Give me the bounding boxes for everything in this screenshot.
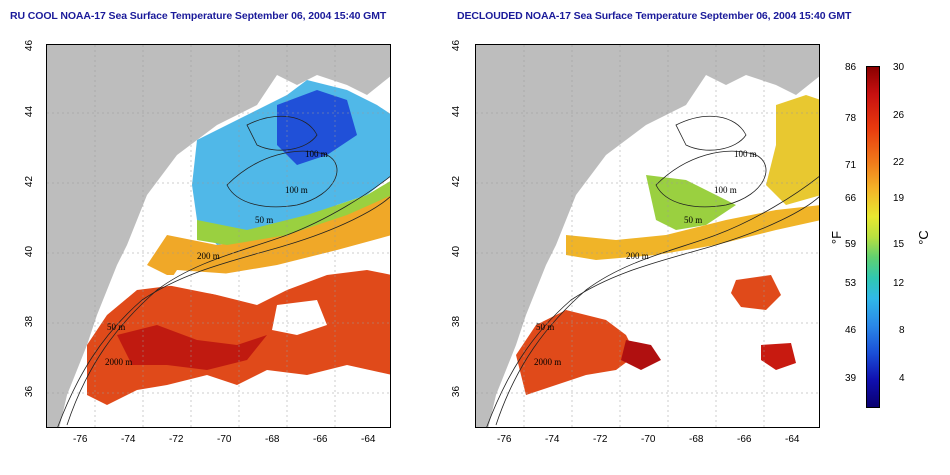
y-tick-label: 44 bbox=[24, 105, 36, 118]
celsius-tick: 30 bbox=[893, 62, 905, 73]
x-tick-label: -64 bbox=[361, 434, 376, 445]
celsius-tick: 19 bbox=[893, 193, 905, 204]
x-tick-label: -66 bbox=[313, 434, 328, 445]
fahrenheit-tick: 66 bbox=[845, 193, 857, 204]
isobath-contour bbox=[495, 176, 819, 426]
celsius-tick: 8 bbox=[899, 325, 905, 336]
warm-eddy bbox=[731, 275, 781, 310]
isobath-contour bbox=[486, 196, 819, 427]
map-title-left: RU COOL NOAA-17 Sea Surface Temperature … bbox=[10, 10, 387, 22]
land-mass bbox=[476, 45, 819, 427]
x-tick-label: -76 bbox=[73, 434, 88, 445]
x-tick-label: -72 bbox=[169, 434, 184, 445]
contour-label: 200 m bbox=[626, 251, 649, 261]
y-tick-label: 38 bbox=[451, 315, 463, 328]
contour-label: 100 m bbox=[285, 185, 308, 195]
celsius-tick: 15 bbox=[893, 239, 905, 250]
y-tick-label: 42 bbox=[24, 175, 36, 188]
isobath-contour bbox=[246, 115, 318, 151]
y-tick-label: 36 bbox=[451, 385, 463, 398]
x-tick-label: -70 bbox=[217, 434, 232, 445]
y-tick-label: 40 bbox=[451, 245, 463, 258]
warm-eddy bbox=[761, 343, 796, 370]
x-tick-label: -68 bbox=[689, 434, 704, 445]
fahrenheit-tick: 46 bbox=[845, 325, 857, 336]
sst-map-raw: 100 m 100 m 50 m 200 m 50 m 2000 m bbox=[46, 44, 391, 428]
gulf-stream-core bbox=[117, 325, 267, 370]
y-tick-label: 46 bbox=[451, 39, 463, 52]
isobath-contour bbox=[66, 176, 390, 426]
x-tick-label: -64 bbox=[785, 434, 800, 445]
x-tick-label: -66 bbox=[737, 434, 752, 445]
x-tick-label: -74 bbox=[545, 434, 560, 445]
contour-label: 2000 m bbox=[105, 357, 132, 367]
warm-slope-band bbox=[566, 205, 819, 260]
warm-shelf-region bbox=[766, 95, 819, 205]
sst-map-declouded-svg: 100 m 100 m 50 m 200 m 50 m 2000 m bbox=[476, 45, 819, 427]
contour-label: 100 m bbox=[714, 185, 737, 195]
isobath-contour bbox=[226, 150, 338, 208]
contour-label: 50 m bbox=[536, 322, 554, 332]
x-tick-label: -70 bbox=[641, 434, 656, 445]
y-tick-label: 36 bbox=[24, 385, 36, 398]
y-tick-label: 46 bbox=[24, 39, 36, 52]
celsius-unit-label: °C bbox=[915, 230, 931, 245]
cloud-gap bbox=[167, 270, 287, 300]
land-mass bbox=[47, 45, 390, 427]
contour-label: 200 m bbox=[197, 251, 220, 261]
grid-lines bbox=[476, 45, 819, 427]
map-title-right: DECLOUDED NOAA-17 Sea Surface Temperatur… bbox=[457, 10, 852, 22]
isobath-contour bbox=[57, 196, 390, 427]
fahrenheit-tick: 39 bbox=[845, 373, 857, 384]
grid-lines bbox=[47, 45, 390, 427]
contour-label: 50 m bbox=[107, 322, 125, 332]
x-tick-label: -68 bbox=[265, 434, 280, 445]
x-tick-label: -74 bbox=[121, 434, 136, 445]
contour-label: 100 m bbox=[305, 149, 328, 159]
fahrenheit-tick: 53 bbox=[845, 278, 857, 289]
cool-water-region bbox=[646, 175, 736, 230]
contour-label: 50 m bbox=[684, 215, 702, 225]
gulf-stream-core bbox=[621, 340, 661, 370]
cloud-gap bbox=[272, 300, 327, 335]
fahrenheit-tick: 59 bbox=[845, 239, 857, 250]
fahrenheit-tick: 78 bbox=[845, 113, 857, 124]
cold-core-region bbox=[277, 90, 357, 165]
sst-map-declouded: 100 m 100 m 50 m 200 m 50 m 2000 m bbox=[475, 44, 820, 428]
contour-label: 50 m bbox=[255, 215, 273, 225]
sst-map-raw-svg: 100 m 100 m 50 m 200 m 50 m 2000 m bbox=[47, 45, 390, 427]
celsius-tick: 12 bbox=[893, 278, 905, 289]
isobath-contour bbox=[655, 150, 767, 208]
fahrenheit-tick: 71 bbox=[845, 160, 857, 171]
celsius-tick: 22 bbox=[893, 157, 905, 168]
celsius-tick: 4 bbox=[899, 373, 905, 384]
fahrenheit-unit-label: °F bbox=[829, 230, 845, 245]
x-tick-label: -76 bbox=[497, 434, 512, 445]
celsius-tick: 26 bbox=[893, 110, 905, 121]
y-tick-label: 42 bbox=[451, 175, 463, 188]
fahrenheit-tick: 86 bbox=[845, 62, 857, 73]
contour-label: 100 m bbox=[734, 149, 757, 159]
temperature-colorbar bbox=[866, 66, 880, 408]
x-tick-label: -72 bbox=[593, 434, 608, 445]
contour-label: 2000 m bbox=[534, 357, 561, 367]
y-tick-label: 38 bbox=[24, 315, 36, 328]
isobath-contour bbox=[675, 115, 747, 151]
y-tick-label: 44 bbox=[451, 105, 463, 118]
y-tick-label: 40 bbox=[24, 245, 36, 258]
